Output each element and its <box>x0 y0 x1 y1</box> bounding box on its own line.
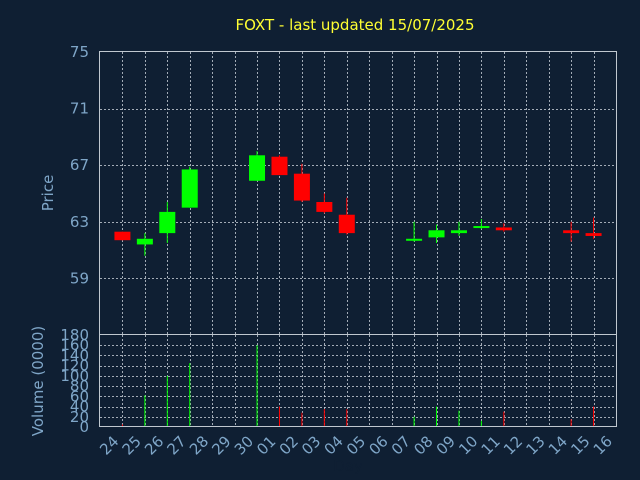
candle-body <box>159 211 176 234</box>
candle-body <box>563 230 580 234</box>
volume-tick-label: 140 <box>60 346 89 364</box>
candle-body <box>249 155 266 181</box>
x-axis-label: Day <box>333 457 363 475</box>
candle-body <box>585 233 602 236</box>
volume-tick-label: 20 <box>70 408 89 426</box>
candle-body <box>473 226 490 229</box>
price-axis-label: Price <box>39 175 57 212</box>
volume-bars <box>121 345 595 427</box>
volume-tick-label: 40 <box>70 398 89 416</box>
candle-body <box>428 230 445 238</box>
price-gridlines <box>100 52 616 335</box>
price-tick-label: 67 <box>70 156 89 174</box>
day-tick-label: 16 <box>590 432 616 458</box>
candle-body <box>136 238 153 245</box>
price-tick-label: 59 <box>70 269 89 287</box>
candlesticks <box>114 151 602 256</box>
price-tick-label: 71 <box>70 100 89 118</box>
chart-title: FOXT - last updated 15/07/2025 <box>235 16 474 34</box>
volume-tick-label: 0 <box>79 418 89 436</box>
volume-tick-label: 100 <box>60 367 89 385</box>
candle-body <box>338 214 355 234</box>
volume-panel-frame <box>99 334 617 427</box>
candle-body <box>316 201 333 212</box>
price-tick-labels: 75 71 67 63 59 <box>70 43 89 287</box>
candle-body <box>293 173 310 201</box>
candle-body <box>114 231 131 241</box>
day-tick-labels: 2425262728293001020304050607080910111213… <box>96 432 616 458</box>
price-panel-frame <box>99 51 617 335</box>
price-tick-label: 75 <box>70 43 89 61</box>
candle-body <box>495 227 512 231</box>
volume-tick-label: 120 <box>60 357 89 375</box>
candle-body <box>406 238 423 241</box>
volume-tick-label: 60 <box>70 387 89 405</box>
price-tick-label: 63 <box>70 213 89 231</box>
volume-gridlines <box>100 335 616 427</box>
candle-body <box>450 230 467 234</box>
volume-tick-label: 160 <box>60 336 89 354</box>
volume-tick-label: 180 <box>60 326 89 344</box>
candle-body <box>271 156 288 176</box>
volume-axis-label: Volume (0000) <box>29 326 47 436</box>
candle-body <box>181 169 198 208</box>
volume-tick-label: 80 <box>70 377 89 395</box>
